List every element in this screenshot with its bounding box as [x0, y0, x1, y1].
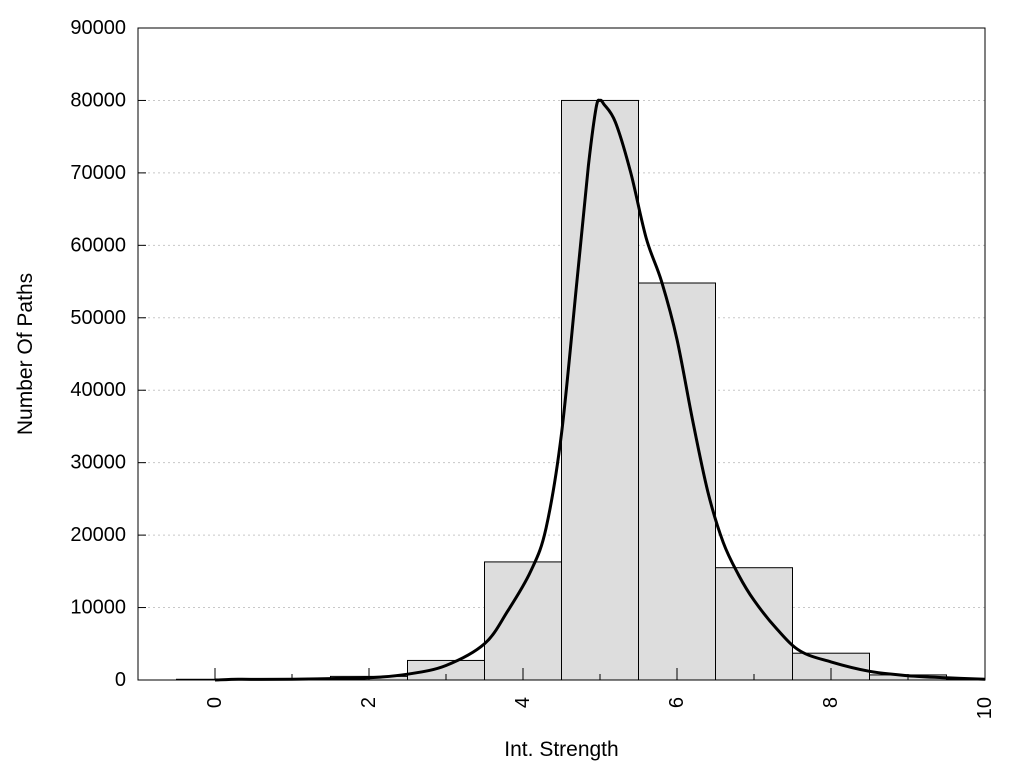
density-curve-line [214, 98, 986, 682]
plot-area-frame [137, 27, 986, 681]
histogram-bar [715, 567, 793, 681]
y-tick-label: 30000 [70, 452, 126, 474]
y-axis-ticks: 0 10000 20000 30000 40000 50000 60000 70000 8000… [70, 17, 146, 691]
histogram-bar [561, 99, 639, 681]
x-tick-label: 10 [974, 697, 996, 719]
histogram-bar [638, 282, 716, 681]
y-tick-label: 20000 [70, 524, 126, 546]
y-axis-title: Number Of Paths [14, 273, 37, 435]
y-tick-label: 60000 [70, 234, 126, 256]
x-axis-ticks: 0 2 4 6 8 10 [137, 668, 996, 719]
density-curve [214, 98, 986, 682]
y-tick-label: 40000 [70, 379, 126, 401]
x-tick-label: 2 [358, 697, 380, 708]
x-axis-title: Int. Strength [504, 738, 618, 761]
y-tick-label: 0 [115, 669, 126, 691]
x-tick-label: 6 [666, 697, 688, 708]
histogram-bar [484, 561, 562, 681]
y-tick-label: 10000 [70, 597, 126, 619]
y-tick-label: 90000 [70, 17, 126, 39]
y-tick-label: 80000 [70, 89, 126, 111]
y-tick-label: 70000 [70, 162, 126, 184]
grid-lines [138, 99, 985, 609]
x-tick-label: 8 [820, 697, 842, 708]
y-tick-label: 50000 [70, 307, 126, 329]
x-tick-label: 0 [204, 697, 226, 708]
x-tick-label: 4 [512, 697, 534, 708]
histogram-bars [176, 99, 986, 681]
